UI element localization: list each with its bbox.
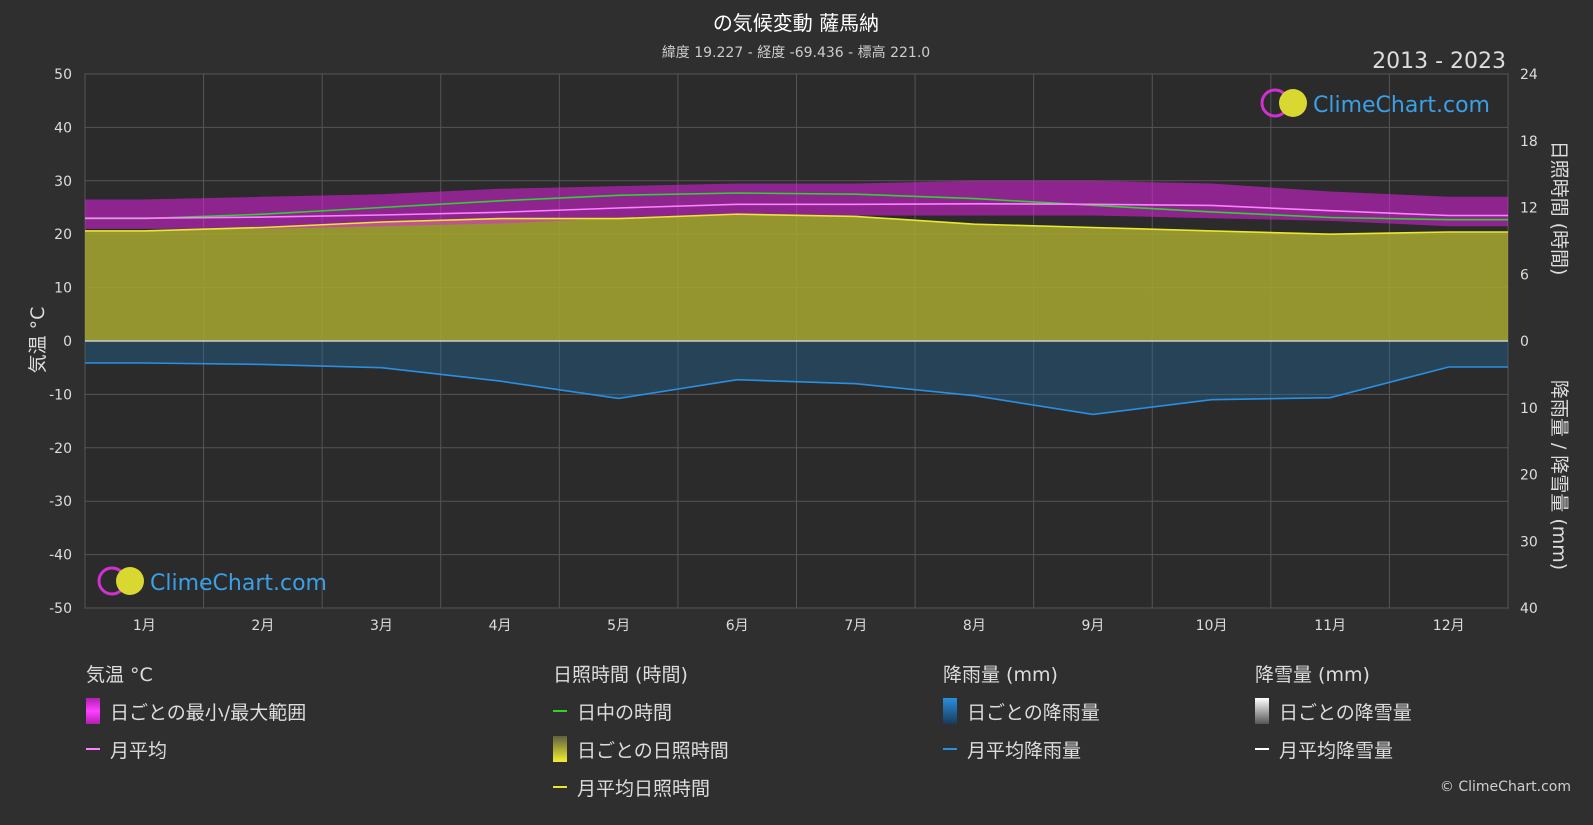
- watermark-bottom: ClimeChart.com: [97, 566, 327, 596]
- legend-item-label: 日ごとの日照時間: [577, 739, 729, 762]
- legend-sun: 日照時間 (時間) 日中の時間 日ごとの日照時間 月平均日照時間: [553, 660, 729, 812]
- temp-avg-swatch: [86, 748, 100, 750]
- y-left-tick-label: 40: [54, 120, 72, 136]
- x-tick-label: 3月: [370, 618, 393, 634]
- legend-snow: 降雪量 (mm) 日ごとの降雪量 月平均降雪量: [1255, 660, 1412, 774]
- y-right-bottom-label: 降雨量 / 降雪量 (mm): [1548, 380, 1570, 570]
- snow-avg-swatch: [1255, 748, 1269, 750]
- y-right-top-tick-label: 12: [1520, 201, 1538, 217]
- legend-sun-header: 日照時間 (時間): [553, 664, 688, 686]
- y-right-top-tick-label: 6: [1520, 267, 1529, 283]
- legend-item: 日ごとの最小/最大範囲: [86, 698, 306, 724]
- y-left-tick-label: 50: [54, 67, 72, 83]
- y-right-bottom-tick-label: 30: [1520, 534, 1538, 550]
- legend-item: 日ごとの降雨量: [943, 698, 1100, 724]
- y-left-tick-label: -10: [49, 387, 72, 403]
- copyright: © ClimeChart.com: [1439, 779, 1571, 795]
- y-right-bottom-tick-label: 10: [1520, 401, 1538, 417]
- legend-item-label: 月平均降雪量: [1279, 739, 1394, 762]
- chart-title: の気候変動 薩馬納: [713, 11, 879, 35]
- x-tick-label: 5月: [607, 618, 630, 634]
- y-left-tick-label: -30: [49, 494, 72, 510]
- sunshine-avg-swatch: [553, 786, 567, 788]
- legend-item-label: 月平均日照時間: [577, 777, 711, 800]
- legend-item: 月平均: [86, 736, 306, 762]
- x-tick-label: 9月: [1081, 618, 1104, 634]
- watermark-bottom-text: ClimeChart.com: [150, 571, 327, 596]
- daylight-swatch: [553, 710, 567, 712]
- y-right-bottom-tick-label: 20: [1520, 468, 1538, 484]
- temp-range-swatch: [86, 698, 100, 724]
- plot-area: 50 40 30 20 10 0 -10 -20 -30 -40 -50 24 18 12 6 0 10 20 30…: [49, 67, 1538, 634]
- x-tick-label: 6月: [726, 618, 749, 634]
- y-right-top-tick-label: 24: [1520, 67, 1538, 83]
- legend-item-label: 日中の時間: [577, 701, 673, 724]
- legend-item: 日中の時間: [553, 698, 729, 724]
- snow-swatch: [1255, 698, 1269, 724]
- legend-temp: 気温 °C 日ごとの最小/最大範囲 月平均: [86, 660, 306, 774]
- rain-avg-swatch: [943, 748, 957, 750]
- daylight-line: [85, 192, 1508, 221]
- x-tick-label: 1月: [133, 618, 156, 634]
- legend-item-label: 月平均: [110, 739, 168, 762]
- temp-avg-line: [85, 202, 1508, 219]
- legend-rain: 降雨量 (mm) 日ごとの降雨量 月平均降雨量: [943, 660, 1100, 774]
- x-tick-label: 12月: [1433, 618, 1465, 634]
- y-left-tick-label: 10: [54, 281, 72, 297]
- x-tick-label: 8月: [963, 618, 986, 634]
- legend-item-label: 日ごとの降雨量: [967, 701, 1100, 724]
- legend-item-label: 日ごとの最小/最大範囲: [110, 701, 307, 724]
- year-range: 2013 - 2023: [1372, 49, 1506, 74]
- rain-swatch: [943, 698, 957, 724]
- y-left-tick-label: -20: [49, 441, 72, 457]
- legend-item: 月平均日照時間: [553, 774, 729, 800]
- y-left-tick-label: -40: [49, 548, 72, 564]
- y-right-top-tick-label: 18: [1520, 134, 1538, 150]
- legend-temp-header: 気温 °C: [86, 664, 153, 686]
- rain-avg-line: [85, 362, 1508, 416]
- legend-item-label: 月平均降雨量: [967, 739, 1082, 762]
- legend-item: 日ごとの日照時間: [553, 736, 729, 762]
- x-tick-label: 10月: [1196, 618, 1228, 634]
- y-left-label: 気温 °C: [27, 307, 49, 374]
- legend-snow-header: 降雪量 (mm): [1255, 664, 1370, 686]
- legend-item: 日ごとの降雪量: [1255, 698, 1412, 724]
- legend-item: 月平均降雪量: [1255, 736, 1412, 762]
- y-left-tick-label: -50: [49, 601, 72, 617]
- watermark-top: ClimeChart.com: [1260, 88, 1490, 118]
- chart-subtitle: 緯度 19.227 - 経度 -69.436 - 標高 221.0: [662, 44, 930, 61]
- y-left-tick-label: 30: [54, 174, 72, 190]
- watermark-top-text: ClimeChart.com: [1313, 93, 1490, 118]
- legend-rain-header: 降雨量 (mm): [943, 664, 1058, 686]
- sunshine-area: [85, 214, 1508, 341]
- x-tick-label: 4月: [489, 618, 512, 634]
- rain-area: [85, 341, 1508, 415]
- legend-item-label: 日ごとの降雪量: [1279, 701, 1412, 724]
- y-left-tick-label: 0: [63, 334, 72, 350]
- climate-chart: の気候変動 薩馬納 緯度 19.227 - 経度 -69.436 - 標高 22…: [27, 11, 1570, 634]
- y-right-bottom-tick-label: 40: [1520, 601, 1538, 617]
- sunshine-swatch: [553, 736, 567, 762]
- x-tick-label: 7月: [844, 618, 867, 634]
- y-right-top-label: 日照時間 (時間): [1548, 141, 1570, 276]
- sunshine-avg-line: [85, 213, 1508, 236]
- x-tick-label: 2月: [251, 618, 274, 634]
- x-tick-label: 11月: [1314, 618, 1346, 634]
- y-right-top-tick-label: 0: [1520, 334, 1529, 350]
- y-left-tick-label: 20: [54, 227, 72, 243]
- legend-item: 月平均降雨量: [943, 736, 1100, 762]
